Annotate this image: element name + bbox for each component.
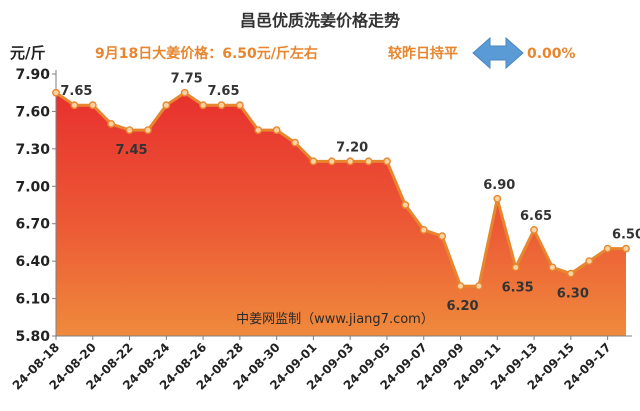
y-tick-labels: 7.90 7.60 7.30 7.00 6.70 6.40 6.10 5.80: [15, 67, 50, 345]
y-tick-label: 7.90: [15, 67, 50, 83]
data-point: [493, 194, 502, 203]
y-axis-label: 元/斤: [10, 44, 45, 62]
data-label: 6.50: [612, 228, 640, 243]
y-tick-label: 5.80: [15, 329, 50, 345]
data-point: [383, 157, 391, 166]
marker-layer: [52, 88, 630, 290]
data-point: [622, 244, 630, 253]
data-point: [566, 269, 575, 278]
y-tick-label: 7.00: [15, 179, 50, 195]
data-point: [180, 88, 189, 97]
data-label: 6.35: [502, 280, 534, 295]
y-tick-label: 6.10: [15, 292, 50, 308]
data-label: 6.65: [520, 209, 552, 224]
data-label: 7.45: [116, 143, 148, 158]
y-tick-label: 6.70: [15, 217, 50, 233]
data-point: [401, 201, 410, 209]
data-point: [511, 263, 520, 272]
data-point: [70, 101, 79, 110]
date-price-text: 9月18日大姜价格：6.50元/斤左右: [95, 45, 318, 62]
flat-double-arrow-icon: [472, 36, 524, 70]
data-point: [456, 282, 465, 290]
data-point: [548, 263, 557, 272]
series-line: [55, 91, 626, 288]
y-tick-label: 7.60: [15, 104, 50, 120]
data-point: [125, 126, 134, 135]
data-point: [419, 226, 428, 234]
y-tick-label: 6.40: [15, 254, 50, 270]
compare-text: 较昨日持平: [388, 45, 458, 62]
data-point: [475, 282, 483, 290]
chart-title: 昌邑优质洗姜价格走势: [240, 11, 400, 30]
data-point: [162, 101, 171, 110]
data-point: [327, 157, 336, 166]
watermark: 中姜网监制（www.jiang7.com）: [236, 312, 434, 327]
data-point: [438, 232, 447, 241]
change-percent: 0.00%: [527, 46, 576, 62]
data-point: [88, 101, 97, 110]
data-point: [603, 244, 612, 253]
data-label: 6.20: [446, 299, 478, 314]
data-point: [199, 101, 207, 110]
axes: [52, 70, 632, 340]
data-point: [235, 101, 244, 110]
y-tick-label: 7.30: [15, 142, 50, 158]
data-label: 7.65: [60, 84, 92, 99]
data-point: [107, 120, 116, 128]
series-line-layer: [55, 91, 626, 288]
data-point: [291, 138, 299, 147]
data-label: 6.90: [483, 178, 515, 193]
data-point: [585, 257, 594, 266]
data-point: [530, 226, 538, 234]
data-point: [346, 157, 355, 166]
data-point: [217, 101, 226, 110]
x-tick-labels: 24-08-1824-08-2024-08-2224-08-2424-08-26…: [10, 340, 614, 392]
area-fill: [56, 92, 626, 337]
area-fill-layer: [56, 92, 626, 337]
data-label: 6.30: [557, 287, 589, 302]
data-label: 7.20: [336, 140, 368, 155]
data-label: 7.65: [207, 84, 239, 99]
data-point: [254, 126, 263, 135]
data-point: [309, 157, 318, 166]
data-point: [272, 126, 281, 135]
data-label: 7.75: [171, 72, 203, 87]
data-point: [364, 157, 373, 166]
data-point: [144, 126, 152, 135]
data-point: [52, 88, 60, 97]
data-label-layer: 7.65 7.45 7.75 7.65 7.20 6.20 6.90 6.35 6.65 6.30…: [60, 72, 640, 314]
